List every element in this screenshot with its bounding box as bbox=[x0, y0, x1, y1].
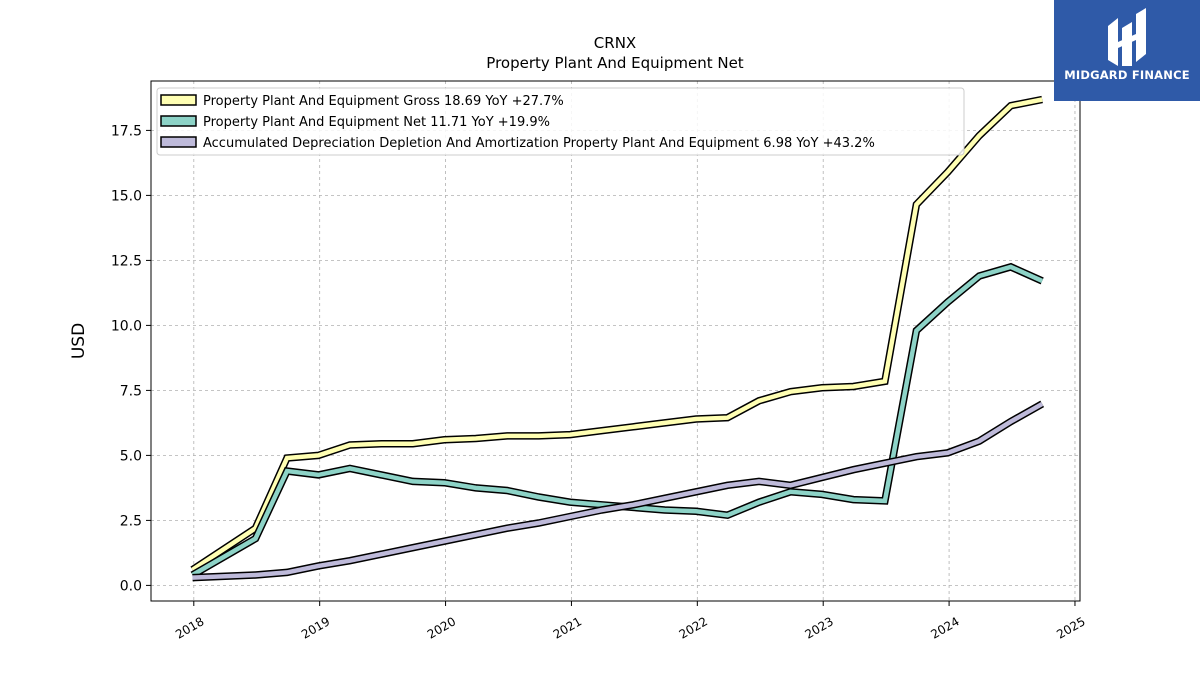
x-tick-label: 2023 bbox=[802, 614, 835, 641]
legend-label-3: Accumulated Depreciation Depletion And A… bbox=[203, 136, 875, 151]
x-tick-label: 2021 bbox=[551, 614, 584, 641]
series-lines bbox=[190, 95, 1045, 582]
x-tick-label: 2018 bbox=[173, 614, 206, 641]
legend-swatch-3 bbox=[160, 136, 197, 148]
axis-ticks: 2018 2019 2020 2021 2022 2023 2024 2025 0.0 2.5 5.… bbox=[111, 123, 1088, 641]
axes-frame bbox=[150, 80, 1081, 602]
y-tick-label: 7.5 bbox=[120, 383, 142, 399]
y-tick-label: 5.0 bbox=[120, 448, 142, 464]
legend-label-2: Property Plant And Equipment Net 11.71 Y… bbox=[203, 115, 550, 130]
chart-subtitle: Property Plant And Equipment Net bbox=[486, 54, 743, 72]
brand-name: MIDGARD FINANCE bbox=[1064, 68, 1190, 82]
series-line-2 bbox=[191, 264, 1044, 577]
brand-logo: MIDGARD FINANCE bbox=[1054, 0, 1200, 101]
y-tick-label: 10.0 bbox=[111, 318, 142, 334]
x-tick-label: 2024 bbox=[928, 614, 961, 641]
series-line-1 bbox=[191, 97, 1043, 572]
y-tick-label: 2.5 bbox=[120, 513, 142, 529]
midgard-logo-icon bbox=[1108, 8, 1146, 66]
x-tick-label: 2019 bbox=[299, 614, 332, 641]
chart-title: CRNX bbox=[594, 34, 636, 52]
y-tick-label: 17.5 bbox=[111, 123, 142, 139]
grid-lines bbox=[151, 81, 1080, 601]
legend: Property Plant And Equipment Gross 18.69… bbox=[156, 87, 965, 156]
legend-swatch-1 bbox=[160, 94, 197, 106]
x-tick-label: 2020 bbox=[425, 614, 458, 641]
legend-box bbox=[156, 87, 965, 156]
legend-swatch-2 bbox=[160, 115, 197, 127]
y-axis-label: USD bbox=[69, 323, 89, 359]
x-tick-label: 2022 bbox=[677, 614, 710, 641]
x-tick-label: 2025 bbox=[1054, 614, 1087, 641]
legend-label-1: Property Plant And Equipment Gross 18.69… bbox=[203, 94, 564, 109]
y-tick-label: 0.0 bbox=[120, 578, 142, 594]
series-line-3 bbox=[192, 401, 1044, 580]
y-tick-label: 15.0 bbox=[111, 188, 142, 204]
y-tick-label: 12.5 bbox=[111, 253, 142, 269]
series-outline-2 bbox=[190, 262, 1044, 579]
